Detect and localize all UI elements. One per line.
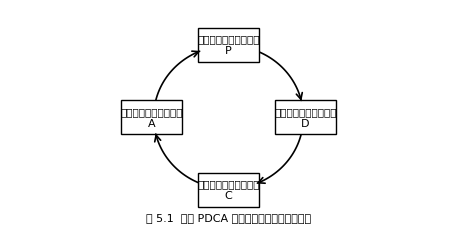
Text: 审计执行阶段风险控制: 审计执行阶段风险控制 bbox=[274, 107, 337, 117]
FancyBboxPatch shape bbox=[121, 100, 182, 134]
Text: C: C bbox=[225, 191, 232, 201]
Text: 审计计划阶段风险控制: 审计计划阶段风险控制 bbox=[197, 34, 260, 44]
Text: 审计检查阶段风险控制: 审计检查阶段风险控制 bbox=[197, 179, 260, 189]
Text: P: P bbox=[225, 46, 232, 56]
Text: 图 5.1  基于 PDCA 的内部审计风险控制流程图: 图 5.1 基于 PDCA 的内部审计风险控制流程图 bbox=[146, 213, 311, 223]
FancyBboxPatch shape bbox=[198, 27, 259, 62]
FancyBboxPatch shape bbox=[198, 173, 259, 207]
Text: D: D bbox=[301, 119, 310, 129]
Text: 审计处理阶段风险控制: 审计处理阶段风险控制 bbox=[120, 107, 183, 117]
Text: A: A bbox=[148, 119, 155, 129]
FancyBboxPatch shape bbox=[275, 100, 336, 134]
